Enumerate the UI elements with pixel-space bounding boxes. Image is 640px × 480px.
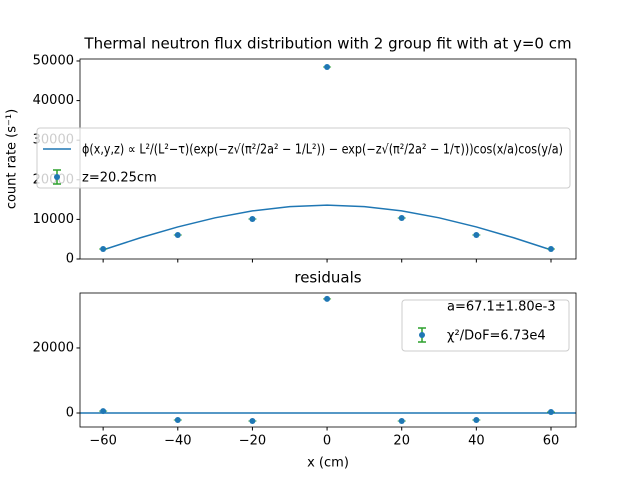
x-tick-label: 0 <box>323 434 331 449</box>
x-tick-label: −60 <box>89 434 116 449</box>
y-tick-label: 0 <box>66 406 74 421</box>
y-tick-label: 20000 <box>33 340 74 355</box>
data-point <box>473 417 480 424</box>
axes-frame <box>79 292 577 428</box>
y-tick-label: 40000 <box>33 93 74 108</box>
data-point <box>547 246 554 252</box>
data-point <box>249 216 256 222</box>
legend-marker <box>419 332 425 338</box>
data-point <box>174 232 181 238</box>
x-axis-label: x (cm) <box>307 456 349 471</box>
data-point <box>324 295 331 302</box>
axes-title: Thermal neutron flux distribution with 2… <box>83 35 571 53</box>
x-tick-label: 60 <box>543 434 560 449</box>
legend-box <box>36 127 571 189</box>
data-point <box>100 408 107 415</box>
data-point <box>324 64 331 70</box>
legend-box <box>401 299 570 352</box>
x-tick-label: 40 <box>468 434 485 449</box>
y-tick-label: 10000 <box>33 212 74 227</box>
data-point <box>174 417 181 424</box>
data-point <box>398 418 405 425</box>
y-tick-label: 50000 <box>33 53 74 68</box>
legend-label: ϕ(x,y,z) ∝ L²/(L²−τ)(exp(−z√(π²/2a² − 1/… <box>82 143 563 158</box>
data-point <box>398 215 405 222</box>
data-point <box>249 418 256 425</box>
axes-title: residuals <box>294 269 361 287</box>
legend-note: a=67.1±1.80e-3 <box>447 300 556 315</box>
legend-label: χ²/DoF=6.73e4 <box>447 329 546 344</box>
x-tick-label: 20 <box>393 434 410 449</box>
data-point <box>473 232 480 238</box>
data-point <box>100 246 107 252</box>
x-tick-label: −20 <box>239 434 266 449</box>
legend-marker <box>54 174 60 180</box>
fit-line <box>102 204 552 251</box>
y-axis-label: count rate (s⁻¹) <box>5 109 20 209</box>
x-tick-label: −40 <box>164 434 191 449</box>
legend-label: z=20.25cm <box>82 171 157 186</box>
y-tick-label: 0 <box>66 252 74 267</box>
data-point <box>547 409 554 416</box>
